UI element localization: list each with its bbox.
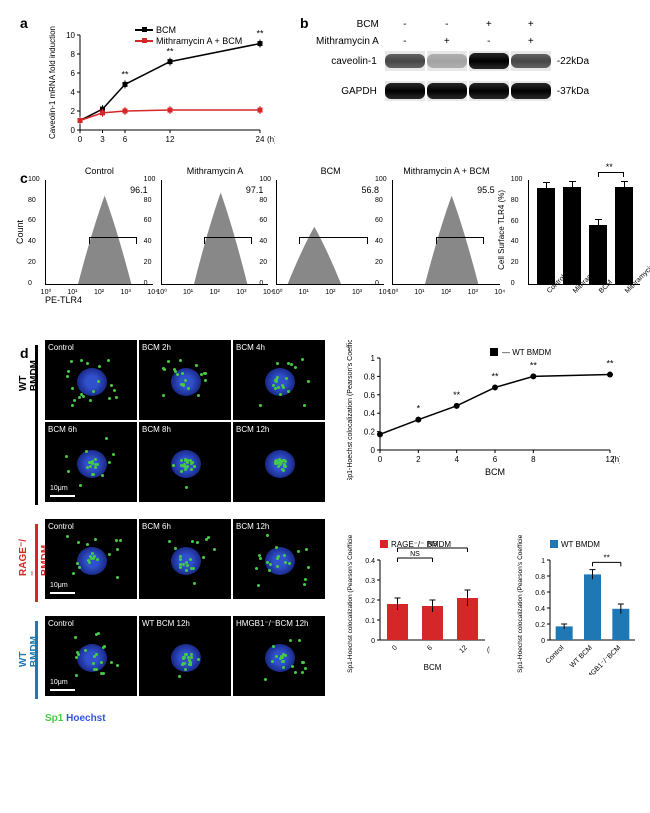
svg-text:(h): (h) — [612, 455, 620, 464]
panel-c-ylabel: Count — [15, 220, 25, 244]
svg-text:6: 6 — [71, 69, 76, 78]
svg-text:1: 1 — [541, 558, 545, 565]
svg-text:Caveolin-1 mRNA fold induction: Caveolin-1 mRNA fold induction — [48, 26, 57, 139]
svg-text:0: 0 — [78, 135, 83, 144]
svg-text:0.4: 0.4 — [535, 606, 545, 613]
svg-text:WT BCM: WT BCM — [569, 644, 594, 669]
microscopy-image: BCM 12h — [233, 422, 325, 502]
panel-d-chart2: 0 0.1 0.2 0.3 0.4 0 6 12 BCM (h) Sp1-Hoechst coloc… — [340, 535, 490, 675]
microscopy-image: Control — [45, 616, 137, 696]
histogram: Control 96.1 02040608010010⁰10¹10²10³10⁴ — [45, 180, 153, 285]
svg-text:0.4: 0.4 — [365, 558, 375, 565]
svg-text:6: 6 — [123, 135, 128, 144]
svg-text:BCM: BCM — [485, 467, 505, 477]
svg-text:0: 0 — [541, 638, 545, 645]
histogram: Mithramycin A 97.1 02040608010010⁰10¹10²… — [161, 180, 269, 285]
svg-text:Sp1-Hoechst colocalization (Pe: Sp1-Hoechst colocalization (Pearson's Co… — [517, 535, 524, 673]
svg-text:0.6: 0.6 — [535, 590, 545, 597]
microscopy-image: BCM 2h — [139, 340, 231, 420]
svg-text:3: 3 — [100, 135, 105, 144]
svg-text:6: 6 — [426, 644, 434, 652]
svg-text:0: 0 — [371, 638, 375, 645]
svg-text:12: 12 — [166, 135, 175, 144]
svg-text:BCM: BCM — [424, 663, 442, 672]
svg-text:(h): (h) — [267, 135, 275, 144]
microscopy-image: BCM 8h — [139, 422, 231, 502]
panel-b-blot: BCM -- ++ Mithramycin A -+ -+ caveolin-1… — [310, 15, 630, 103]
svg-text:0.8: 0.8 — [364, 372, 376, 381]
svg-text:0.2: 0.2 — [535, 622, 545, 629]
svg-text:0.2: 0.2 — [365, 598, 375, 605]
svg-text:0: 0 — [71, 126, 76, 135]
microscopy-image: BCM 6h — [139, 519, 231, 599]
svg-text:(h): (h) — [487, 647, 490, 654]
panel-c-xlabel: PE-TLR4 — [45, 295, 82, 305]
svg-text:*: * — [417, 404, 421, 414]
svg-text:0.3: 0.3 — [365, 578, 375, 585]
svg-text:NS: NS — [410, 551, 420, 558]
panel-a-label: a — [20, 15, 28, 31]
svg-text:**: ** — [530, 360, 538, 370]
svg-text:0: 0 — [378, 455, 383, 464]
panel-b-label: b — [300, 15, 309, 31]
svg-text:WT BMDM: WT BMDM — [561, 540, 600, 549]
microscopy-image: WT BCM 12h — [139, 616, 231, 696]
svg-text:**: ** — [604, 553, 610, 562]
microscopy-image: Control — [45, 340, 137, 420]
histogram: BCM 56.8 02040608010010⁰10¹10²10³10⁴ — [276, 180, 384, 285]
svg-text:— WT BMDM: — WT BMDM — [502, 348, 552, 357]
svg-text:4: 4 — [454, 455, 459, 464]
svg-text:8: 8 — [71, 50, 76, 59]
svg-text:NS: NS — [428, 541, 438, 548]
svg-text:6: 6 — [493, 455, 498, 464]
svg-text:12: 12 — [458, 644, 469, 655]
panel-a-legend: BCM Mithramycin A + BCM — [135, 25, 242, 47]
svg-text:**: ** — [256, 29, 264, 39]
svg-text:**: ** — [166, 47, 174, 57]
svg-text:**: ** — [491, 371, 499, 381]
microscopy-image: Control — [45, 519, 137, 599]
svg-text:2: 2 — [71, 107, 76, 116]
svg-text:0.1: 0.1 — [365, 618, 375, 625]
svg-text:**: ** — [121, 69, 129, 79]
svg-text:0: 0 — [391, 644, 399, 652]
svg-text:0.8: 0.8 — [535, 574, 545, 581]
panel-d-chart1: 00.20.40.60.810246812(h)BCM*********Sp1-… — [340, 340, 620, 480]
microscopy-image: HMGB1⁻/⁻BCM 12h — [233, 616, 325, 696]
svg-text:24: 24 — [256, 135, 265, 144]
panel-c: Count Control 96.1 02040608010010⁰10¹10²… — [20, 180, 640, 285]
svg-text:8: 8 — [531, 455, 536, 464]
svg-text:2: 2 — [416, 455, 421, 464]
svg-text:0.4: 0.4 — [364, 409, 376, 418]
svg-text:**: ** — [606, 359, 614, 369]
svg-text:Sp1-Hoechst colocalization (Pe: Sp1-Hoechst colocalization (Pearson's Co… — [347, 340, 354, 480]
svg-text:0.6: 0.6 — [364, 391, 376, 400]
svg-text:**: ** — [453, 390, 461, 400]
panel-d-chart3: 00.20.40.60.81ControlWT BCMHMGB1⁻/⁻BCMSp… — [510, 535, 640, 675]
svg-text:4: 4 — [71, 88, 76, 97]
svg-text:0: 0 — [371, 446, 376, 455]
svg-text:Control: Control — [545, 644, 566, 665]
panel-a-chart: BCM Mithramycin A + BCM 02468100361224(h… — [45, 20, 275, 150]
svg-text:0.2: 0.2 — [364, 428, 376, 437]
histogram: Mithramycin A + BCM 95.5 02040608010010⁰… — [392, 180, 500, 285]
panel-d-label: d — [20, 345, 29, 361]
svg-text:1: 1 — [371, 354, 376, 363]
microscopy-image: BCM 6h — [45, 422, 137, 502]
svg-text:Sp1-Hoechst colocalization (Pe: Sp1-Hoechst colocalization (Pearson's Co… — [347, 535, 354, 673]
svg-text:10: 10 — [66, 31, 75, 40]
microscopy-image: BCM 4h — [233, 340, 325, 420]
panel-c-barchart: Control Mithramycin A BCM Mithramycin A … — [528, 180, 640, 285]
microscopy-image: BCM 12h — [233, 519, 325, 599]
